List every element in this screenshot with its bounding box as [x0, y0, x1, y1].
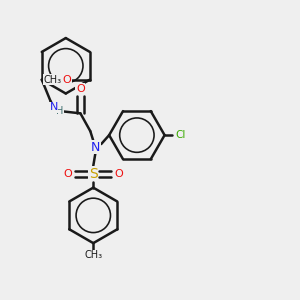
Text: O: O	[63, 169, 72, 179]
Text: N: N	[91, 140, 100, 154]
Text: Cl: Cl	[175, 130, 186, 140]
Text: O: O	[76, 84, 85, 94]
Text: CH₃: CH₃	[43, 75, 61, 85]
Text: O: O	[63, 75, 71, 85]
Text: N: N	[50, 102, 58, 112]
Text: S: S	[89, 167, 98, 181]
Text: CH₃: CH₃	[84, 250, 102, 260]
Text: O: O	[115, 169, 123, 179]
Text: H: H	[56, 106, 63, 116]
